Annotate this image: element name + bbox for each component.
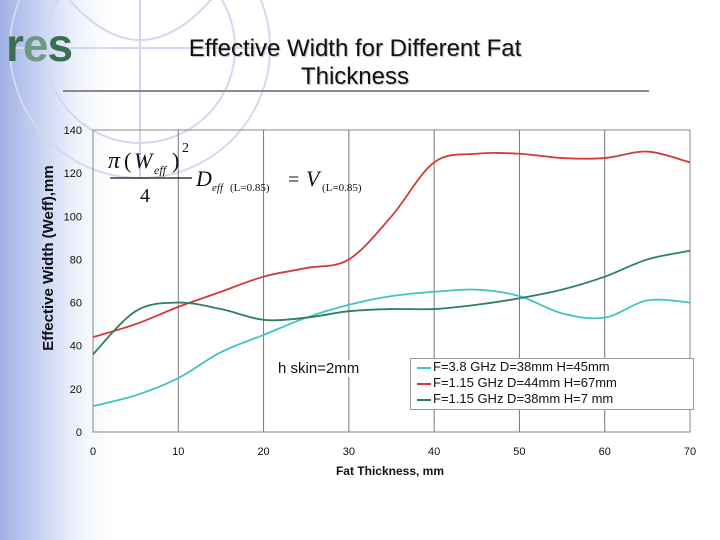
y-axis-label: Effective Width (Weff),mm <box>40 165 57 351</box>
formula-v: V <box>306 166 322 191</box>
x-tick-label: 60 <box>599 446 611 458</box>
y-tick-label: 60 <box>70 298 82 310</box>
legend-label: F=3.8 GHz D=38mm H=45mm <box>433 359 610 374</box>
x-tick-label: 0 <box>90 446 96 458</box>
y-tick-label: 0 <box>76 427 82 439</box>
legend-swatch-1 <box>417 383 431 385</box>
y-tick-label: 100 <box>64 211 82 223</box>
formula-close-paren: ) <box>172 148 179 173</box>
legend-swatch-2 <box>417 399 431 401</box>
effective-width-formula: π ( W eff ) 2 4 D eff (L=0.85) = V (L=0.… <box>108 141 362 207</box>
x-tick-label: 50 <box>513 446 525 458</box>
series-line-0 <box>92 288 691 407</box>
formula-equals: = <box>288 169 299 191</box>
y-tick-labels: 0 20 40 60 80 100 120 140 <box>64 125 82 439</box>
formula-w: W <box>134 148 154 173</box>
y-tick-label: 80 <box>70 254 82 266</box>
plot-frame <box>92 129 691 433</box>
x-axis-label: Fat Thickness, mm <box>335 464 445 478</box>
formula-l-sub-2: (L=0.85) <box>322 182 362 194</box>
formula-pi: π <box>108 148 121 174</box>
slide-title: Effective Width for Different Fat Thickn… <box>188 35 522 90</box>
formula-l-sub-1: (L=0.85) <box>230 182 270 194</box>
formula-d: D <box>195 166 212 191</box>
formula-eff-sub: eff <box>154 163 168 177</box>
x-tick-label: 70 <box>684 446 696 458</box>
y-tick-label: 20 <box>70 384 82 396</box>
y-tick-label: 120 <box>64 168 82 180</box>
formula-denominator: 4 <box>140 185 150 207</box>
company-logo: res <box>6 19 73 71</box>
series-line-1 <box>92 150 691 338</box>
skin-thickness-annotation: h skin=2mm <box>276 360 362 377</box>
series-line-2 <box>92 249 691 355</box>
legend-label: F=1.15 GHz D=44mm H=67mm <box>433 375 617 390</box>
title-divider <box>63 90 649 92</box>
y-tick-label: 40 <box>70 341 82 353</box>
legend-entry: F=1.15 GHz D=38mm H=7 mm <box>411 391 693 407</box>
x-tick-label: 40 <box>428 446 440 458</box>
y-tick-label: 140 <box>64 125 82 137</box>
chart-legend: F=3.8 GHz D=38mm H=45mm F=1.15 GHz D=44m… <box>410 358 694 410</box>
legend-entry: F=3.8 GHz D=38mm H=45mm <box>411 359 693 375</box>
legend-label: F=1.15 GHz D=38mm H=7 mm <box>433 391 614 406</box>
series-lines <box>92 150 691 407</box>
x-tick-labels: 0 10 20 30 40 50 60 70 <box>90 446 696 458</box>
legend-swatch-0 <box>417 367 431 369</box>
x-tick-label: 20 <box>257 446 269 458</box>
formula-eff-sub-2: eff <box>212 182 225 194</box>
x-tick-label: 10 <box>172 446 184 458</box>
formula-square: 2 <box>182 141 189 156</box>
legend-entry: F=1.15 GHz D=44mm H=67mm <box>411 375 693 391</box>
x-tick-label: 30 <box>343 446 355 458</box>
formula-open-paren: ( <box>124 148 131 173</box>
